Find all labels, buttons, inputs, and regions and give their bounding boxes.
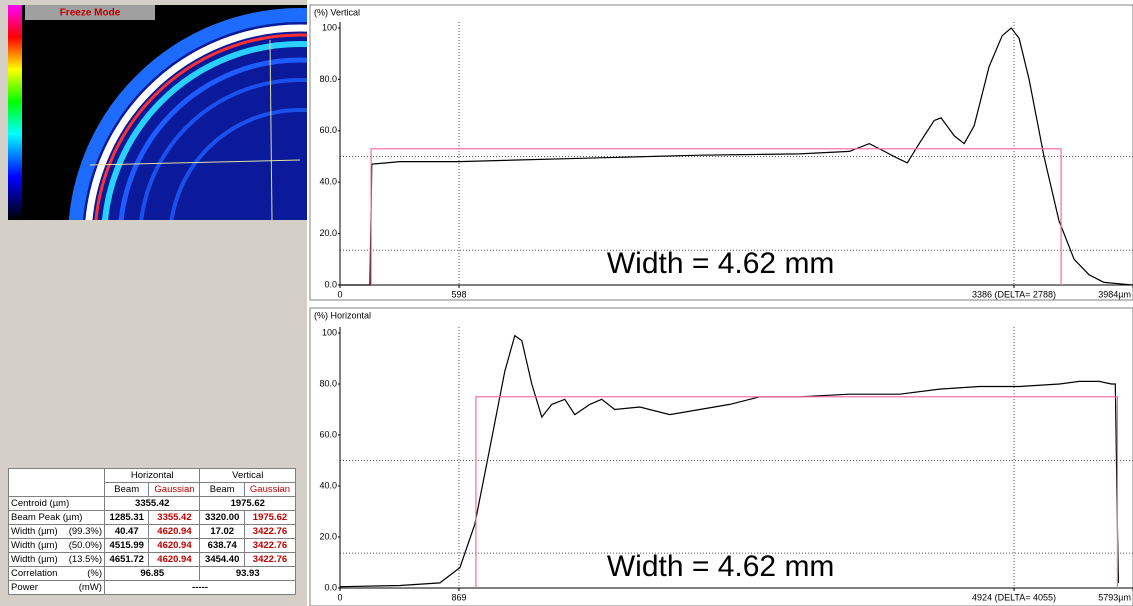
column-header: Gaussian: [149, 483, 200, 497]
table-row: Power (mW)-----: [9, 581, 296, 595]
chart-title: (%) Horizontal: [314, 310, 371, 320]
row-name: Power: [11, 582, 38, 593]
row-unit: (13.5%): [69, 554, 102, 565]
value-cell: 3355.42: [149, 511, 200, 525]
y-tick-label: 100: [322, 22, 337, 32]
group-header: Horizontal: [104, 469, 199, 483]
y-tick-label: 40.0: [319, 177, 337, 187]
profile-line: [476, 397, 1118, 588]
y-tick-label: 20.0: [319, 228, 337, 238]
page: {"image": {"mode_label": "Freeze Mode"},…: [0, 0, 1133, 606]
row-unit: (50.0%): [69, 540, 102, 551]
value-cell: 1285.31: [104, 511, 148, 525]
row-label: Width (µm) (50.0%): [9, 539, 105, 553]
row-name: Correlation: [11, 568, 57, 579]
group-header: Vertical: [200, 469, 296, 483]
profile-line: [340, 336, 1118, 587]
profile-line: [371, 149, 1061, 285]
row-label: Width (µm) (99.3%): [9, 525, 105, 539]
value-cell: 1975.62: [200, 497, 296, 511]
beam-picture: [22, 5, 307, 225]
y-tick-label: 0.0: [324, 279, 337, 289]
value-cell: 1975.62: [244, 511, 295, 525]
y-tick-label: 60.0: [319, 429, 337, 439]
row-name: Width (µm): [11, 540, 58, 551]
annotation: Width = 4.62 mm: [607, 550, 835, 583]
chart-panel: [310, 5, 1133, 300]
value-cell: 40.47: [104, 525, 148, 539]
row-label: Correlation (%): [9, 567, 105, 581]
value-cell: 96.85: [104, 567, 199, 581]
row-label: Beam Peak (µm): [9, 511, 105, 525]
row-label: Width (µm) (13.5%): [9, 553, 105, 567]
value-cell: 4515.99: [104, 539, 148, 553]
value-cell: 4620.94: [149, 539, 200, 553]
value-cell: 3422.76: [244, 525, 295, 539]
value-cell: 3422.76: [244, 553, 295, 567]
value-cell: 4620.94: [149, 525, 200, 539]
value-cell: 3355.42: [104, 497, 199, 511]
corner-cell: [9, 469, 105, 497]
row-unit: (%): [87, 568, 102, 579]
column-header: Beam: [104, 483, 148, 497]
x-tick-label: 4924 (DELTA= 4055): [972, 592, 1056, 602]
row-name: Width (µm): [11, 526, 58, 537]
y-tick-label: 100: [322, 327, 337, 337]
x-tick-label: 869: [451, 592, 466, 602]
value-cell: 3422.76: [244, 539, 295, 553]
value-cell: -----: [104, 581, 295, 595]
row-unit: (mW): [79, 582, 102, 593]
beam-image: Freeze Mode: [0, 0, 307, 225]
row-unit: (99.3%): [69, 526, 102, 537]
x-tick-label: 0: [337, 592, 342, 602]
value-cell: 3454.40: [200, 553, 244, 567]
y-tick-label: 80.0: [319, 74, 337, 84]
column-header: Beam: [200, 483, 244, 497]
row-name: Width (µm): [11, 554, 58, 565]
annotation: Width = 4.62 mm: [607, 247, 835, 280]
value-cell: 3320.00: [200, 511, 244, 525]
chart-title: (%) Vertical: [314, 7, 360, 17]
x-tick-label: 3386 (DELTA= 2788): [972, 289, 1056, 299]
x-tick-label: 5793µm: [1098, 592, 1131, 602]
x-tick-label: 0: [337, 289, 342, 299]
y-tick-label: 40.0: [319, 480, 337, 490]
chart-panel: [310, 308, 1133, 606]
value-cell: 93.93: [200, 567, 296, 581]
row-name: Beam Peak (µm): [11, 512, 82, 523]
color-bar: [8, 5, 22, 220]
value-cell: 17.02: [200, 525, 244, 539]
x-tick-label: 3984µm: [1098, 289, 1131, 299]
y-tick-label: 20.0: [319, 531, 337, 541]
y-tick-label: 60.0: [319, 125, 337, 135]
row-name: Centroid (µm): [11, 498, 69, 509]
y-tick-label: 80.0: [319, 378, 337, 388]
column-header: Gaussian: [244, 483, 295, 497]
x-tick-label: 598: [452, 289, 467, 299]
mode-label: Freeze Mode: [60, 8, 121, 19]
row-label: Power (mW): [9, 581, 105, 595]
y-tick-label: 0.0: [324, 582, 337, 592]
profile-line: [340, 28, 1133, 285]
value-cell: 4620.94: [149, 553, 200, 567]
row-label: Centroid (µm): [9, 497, 105, 511]
value-cell: 4651.72: [104, 553, 148, 567]
value-cell: 638.74: [200, 539, 244, 553]
